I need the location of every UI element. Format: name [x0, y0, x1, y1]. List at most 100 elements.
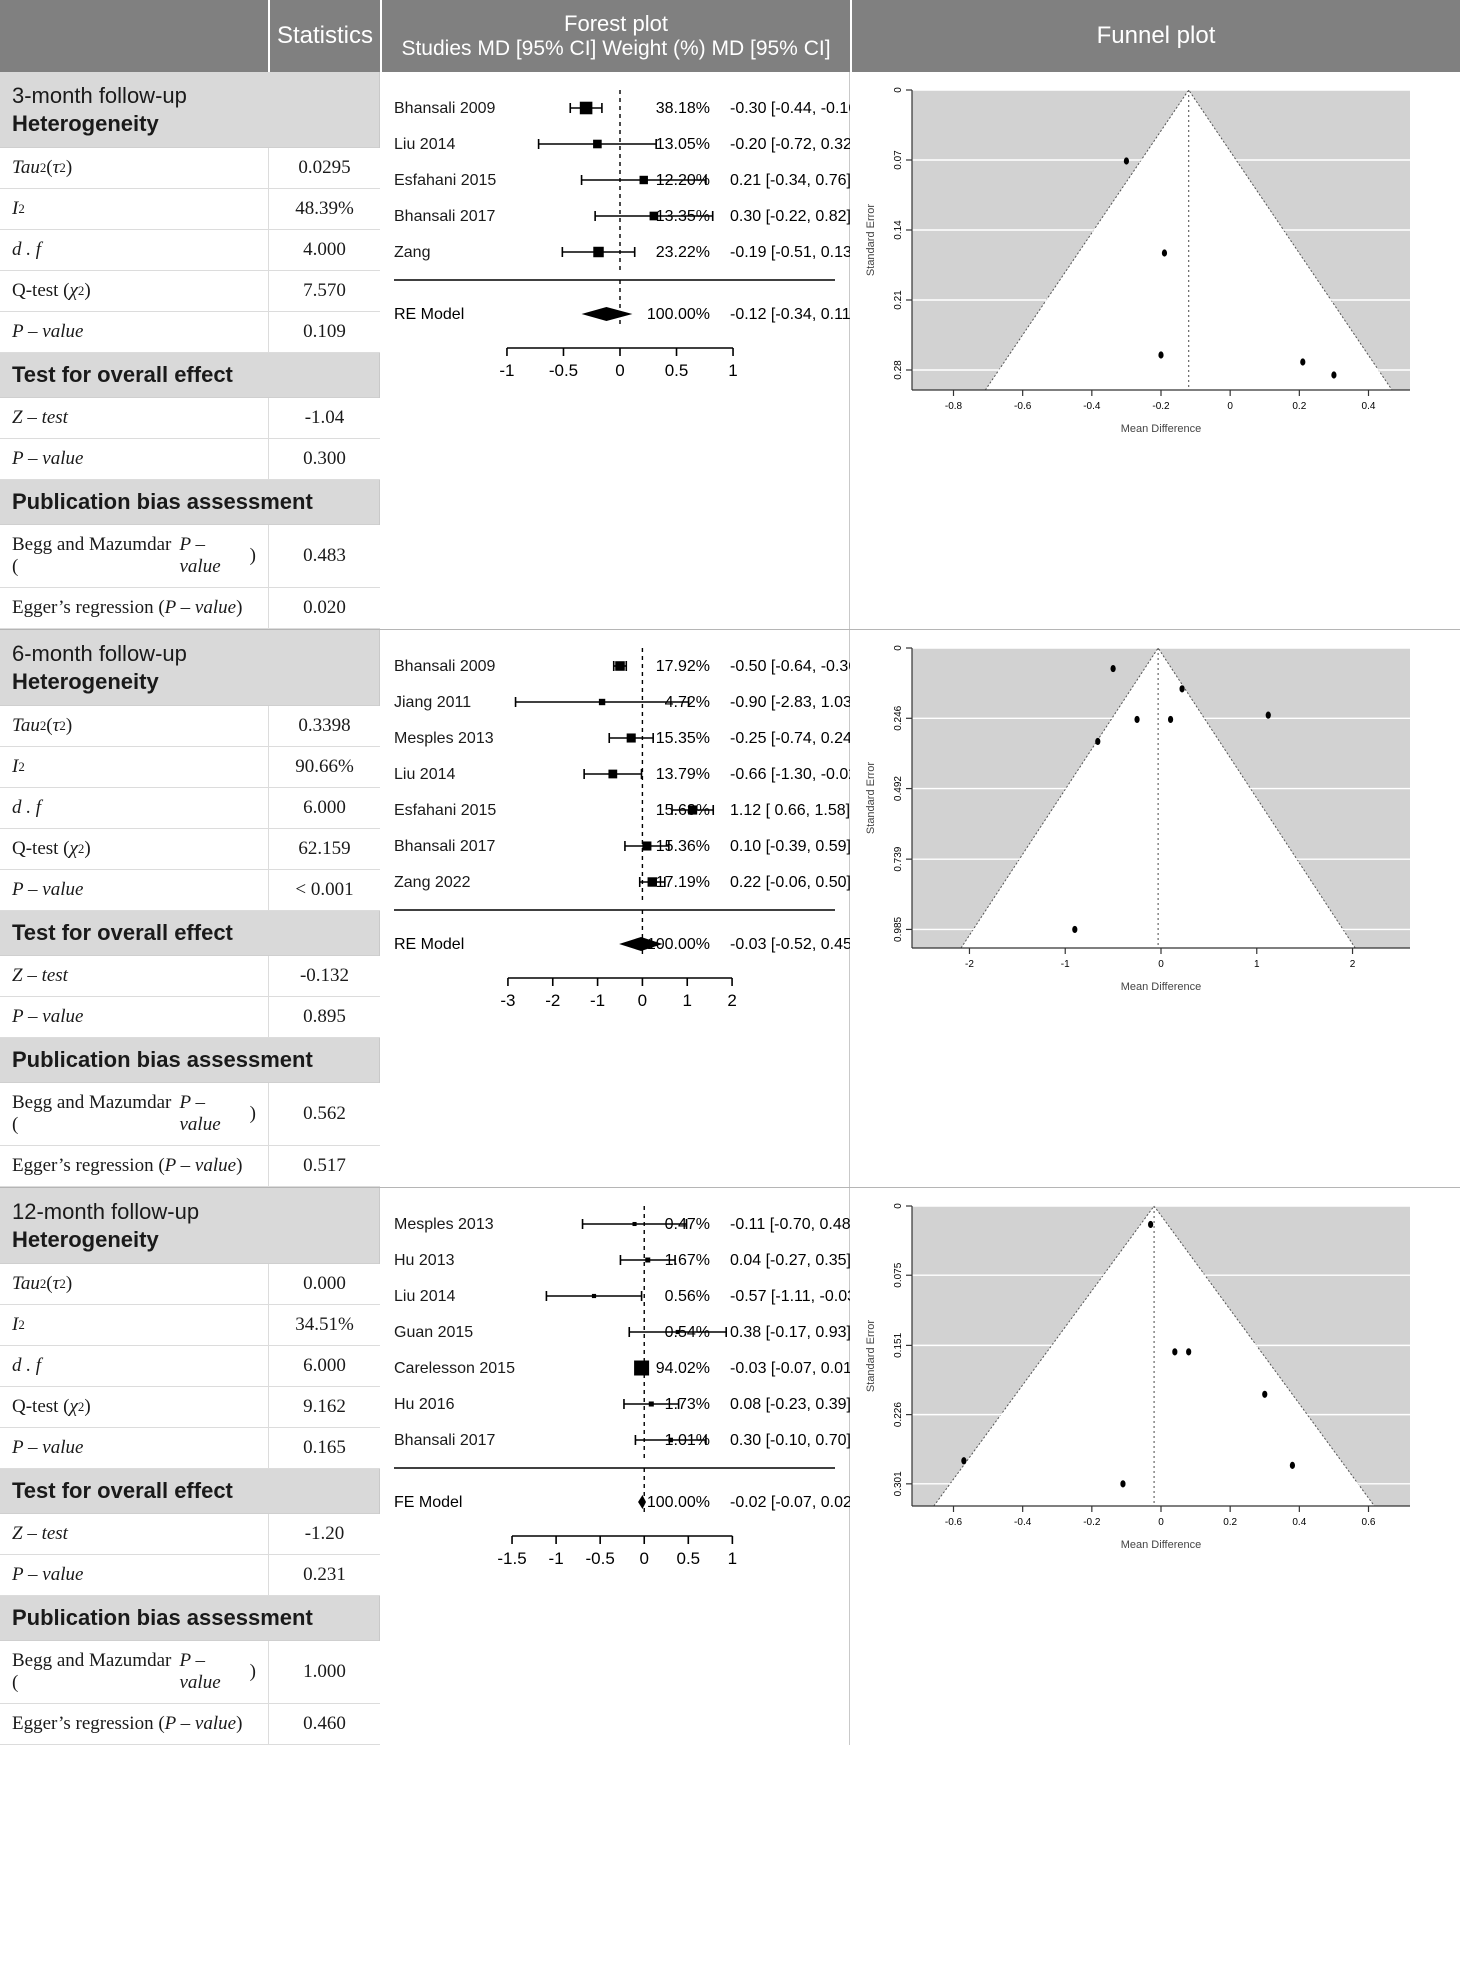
funnel-y-tick: 0.14: [893, 220, 904, 240]
funnel-data-point: [961, 1457, 967, 1465]
funnel-y-tick: 0.739: [893, 846, 904, 871]
forest-study-name: Liu 2014: [394, 136, 455, 153]
forest-md-ci: -0.11 [-0.70, 0.48]: [730, 1216, 850, 1233]
funnel-data-point: [1120, 1480, 1126, 1488]
forest-summary-md-ci: -0.02 [-0.07, 0.02]: [730, 1494, 850, 1511]
funnel-data-point: [1186, 1348, 1192, 1356]
forest-md-ci: 0.30 [-0.22, 0.82]: [730, 208, 850, 225]
forest-md-ci: 0.30 [-0.10, 0.70]: [730, 1432, 850, 1449]
forest-weight: 94.02%: [656, 1360, 710, 1377]
stat-row-i2: I 2 90.66%: [0, 747, 380, 788]
forest-weight: 1.67%: [665, 1252, 710, 1269]
forest-axis-tick: 0: [615, 361, 624, 380]
funnel-x-tick: -0.4: [1083, 401, 1101, 412]
forest-study-name: Esfahani 2015: [394, 172, 496, 189]
stat-value-begg-mazumdar: 1.000: [268, 1641, 380, 1704]
forest-axis-tick: 0.5: [676, 1549, 700, 1568]
forest-weight: 15.68%: [656, 802, 710, 819]
forest-md-ci: 0.04 [-0.27, 0.35]: [730, 1252, 850, 1269]
stat-value-z-test: -0.132: [268, 956, 380, 997]
funnel-x-tick: 0.2: [1292, 401, 1306, 412]
stat-value-eggers-regression: 0.517: [268, 1146, 380, 1187]
forest-md-ci: 0.10 [-0.39, 0.59]: [730, 838, 850, 855]
stat-value-i2: 48.39%: [268, 189, 380, 230]
funnel-x-axis-label: Mean Difference: [1121, 1539, 1202, 1551]
forest-axis-tick: 2: [727, 991, 736, 1010]
funnel-data-point: [1167, 715, 1174, 724]
stat-value-begg-mazumdar: 0.483: [268, 525, 380, 588]
stat-row-df: d . f 6.000: [0, 1346, 380, 1387]
stat-value-qtest: 62.159: [268, 829, 380, 870]
forest-md-ci: 0.21 [-0.34, 0.76]: [730, 172, 850, 189]
stat-row-qtest: Q-test ( χ 2) 7.570: [0, 271, 380, 312]
forest-study-name: Hu 2016: [394, 1396, 455, 1413]
stat-value-p-value-overall: 0.895: [268, 997, 380, 1038]
forest-summary-name: FE Model: [394, 1494, 462, 1511]
forest-plot-panel-1: Bhansali 2009 38.18% -0.30 [-0.44, -0.16] L…: [380, 72, 850, 629]
forest-md-ci: -0.30 [-0.44, -0.16]: [730, 100, 850, 117]
forest-axis-tick: 1: [728, 1549, 737, 1568]
header-statistics: Statistics: [268, 0, 380, 72]
forest-axis-tick: 0.5: [665, 361, 689, 380]
funnel-x-tick: -0.2: [1152, 401, 1170, 412]
stat-label-p-value-overall: P – value: [0, 439, 268, 480]
stat-row-p-value-overall: P – value 0.895: [0, 997, 380, 1038]
forest-study-name: Bhansali 2017: [394, 1432, 496, 1449]
stat-value-z-test: -1.20: [268, 1514, 380, 1555]
forest-weight: 1.01%: [665, 1432, 710, 1449]
funnel-y-axis-label: Standard Error: [865, 1320, 877, 1392]
forest-axis-tick: 0: [638, 991, 647, 1010]
forest-summary-md-ci: -0.03 [-0.52, 0.45]: [730, 936, 850, 953]
funnel-y-tick: 0: [893, 87, 904, 93]
forest-axis-tick: 0: [640, 1549, 649, 1568]
forest-weight: 0.56%: [665, 1288, 710, 1305]
stat-row-p-value-heterogeneity: P – value < 0.001: [0, 870, 380, 911]
funnel-data-point: [1148, 1220, 1154, 1229]
funnel-y-tick: 0.226: [893, 1402, 904, 1427]
stat-label-tau2: Tau 2 ( τ 2): [0, 148, 268, 189]
forest-weight: 0.47%: [665, 1216, 710, 1233]
stat-value-p-value-overall: 0.300: [268, 439, 380, 480]
forest-summary-weight: 100.00%: [647, 306, 710, 323]
funnel-y-tick: 0.075: [893, 1262, 904, 1287]
funnel-x-tick: 1: [1254, 959, 1260, 970]
forest-weight: 12.20%: [656, 172, 710, 189]
forest-md-ci: -0.66 [-1.30, -0.02]: [730, 766, 850, 783]
forest-axis-tick: -1: [590, 991, 605, 1010]
forest-weight: 13.05%: [656, 136, 710, 153]
funnel-y-tick: 0.492: [893, 776, 904, 801]
funnel-data-point: [1179, 685, 1185, 693]
forest-summary-weight: 100.00%: [647, 1494, 710, 1511]
forest-study-name: Zang: [394, 244, 430, 261]
funnel-data-point: [1110, 664, 1116, 673]
forest-axis-tick: -1.5: [497, 1549, 526, 1568]
section-header-followup: 12-month follow-up Heterogeneity: [0, 1188, 379, 1264]
forest-summary-weight: 100.00%: [647, 936, 710, 953]
forest-axis-tick: -0.5: [586, 1549, 615, 1568]
forest-md-ci: -0.57 [-1.11, -0.03]: [730, 1288, 850, 1305]
stat-label-df: d . f: [0, 1346, 268, 1387]
forest-md-ci: -0.50 [-0.64, -0.36]: [730, 658, 850, 675]
stat-row-tau2: Tau 2 ( τ 2) 0.3398: [0, 706, 380, 747]
stat-row-z-test: Z – test -1.04: [0, 398, 380, 439]
forest-study-name: Carelesson 2015: [394, 1360, 515, 1377]
statistics-table-panel-1: 3-month follow-up Heterogeneity Tau 2 ( τ 2)…: [0, 72, 380, 629]
forest-weight: 23.22%: [656, 244, 710, 261]
forest-md-ci: -0.90 [-2.83, 1.03]: [730, 694, 850, 711]
forest-md-ci: 0.22 [-0.06, 0.50]: [730, 874, 850, 891]
followup-panel-2: 6-month follow-up Heterogeneity Tau 2 ( τ 2)…: [0, 629, 1460, 1187]
forest-md-ci: -0.20 [-0.72, 0.32]: [730, 136, 850, 153]
funnel-x-tick: 0: [1158, 1517, 1164, 1528]
stat-value-p-value-overall: 0.231: [268, 1555, 380, 1596]
funnel-x-tick: 0: [1227, 401, 1233, 412]
forest-study-name: Zang 2022: [394, 874, 471, 891]
forest-plot-panel-2: Bhansali 2009 17.92% -0.50 [-0.64, -0.36] J…: [380, 630, 850, 1187]
followup-panel-1: 3-month follow-up Heterogeneity Tau 2 ( τ 2)…: [0, 72, 1460, 629]
funnel-x-tick: 0: [1158, 959, 1164, 970]
forest-md-ci: -0.19 [-0.51, 0.13]: [730, 244, 850, 261]
funnel-y-tick: 0.07: [893, 150, 904, 170]
